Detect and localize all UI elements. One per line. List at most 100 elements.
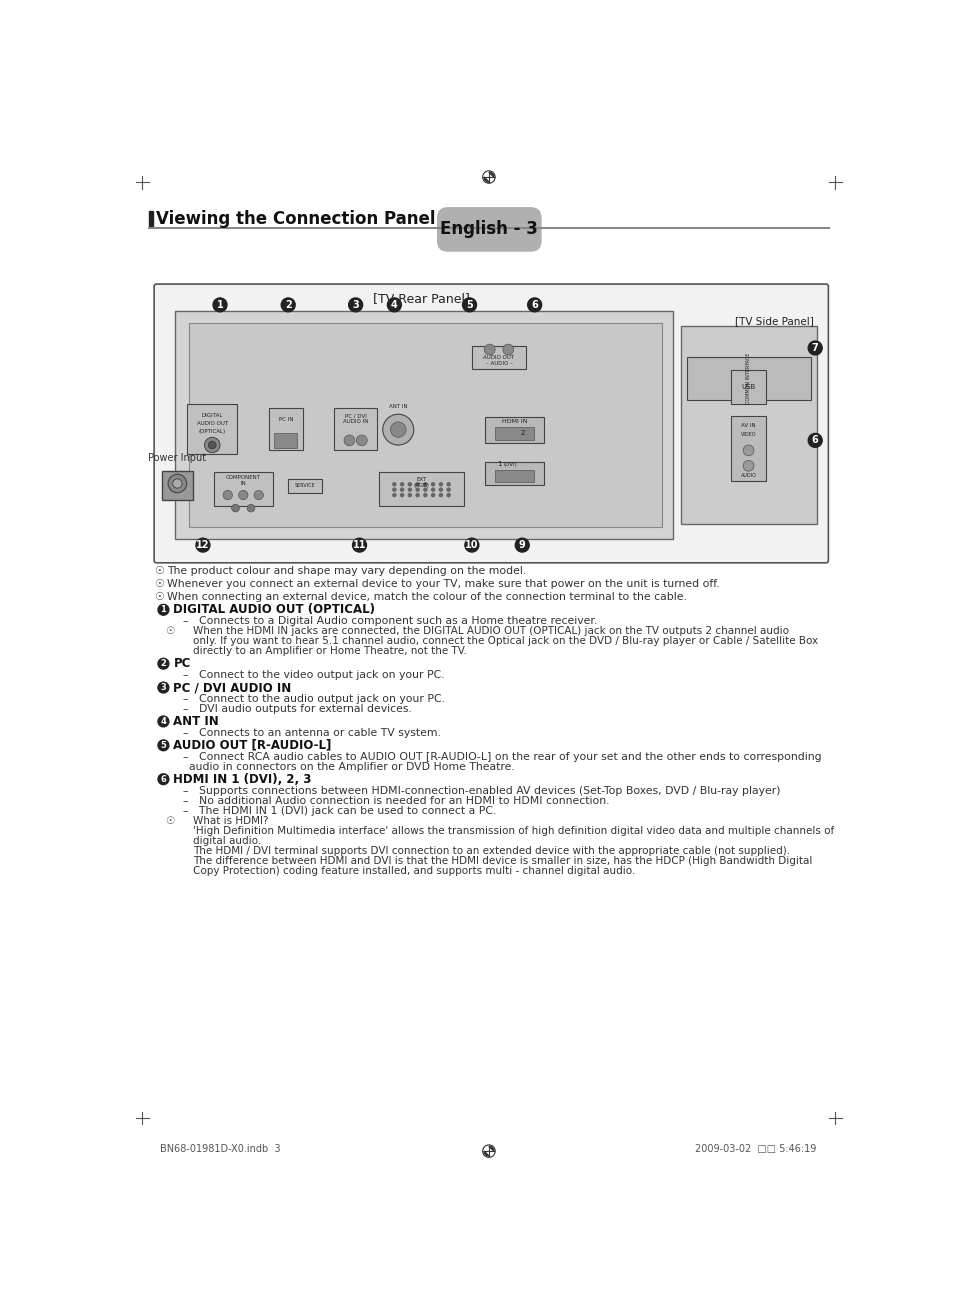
Bar xyxy=(269,408,303,451)
Circle shape xyxy=(416,488,418,492)
Text: directly to an Amplifier or Home Theatre, not the TV.: directly to an Amplifier or Home Theatre… xyxy=(193,647,466,656)
Text: [TV Side Panel]: [TV Side Panel] xyxy=(734,316,813,326)
Circle shape xyxy=(213,299,227,312)
Circle shape xyxy=(742,444,753,456)
FancyBboxPatch shape xyxy=(154,284,827,563)
Text: PC / DVI AUDIO IN: PC / DVI AUDIO IN xyxy=(173,681,292,694)
Bar xyxy=(495,469,534,483)
Circle shape xyxy=(353,538,366,552)
Text: –   Connect RCA audio cables to AUDIO OUT [R-AUDIO-L] on the rear of your set an: – Connect RCA audio cables to AUDIO OUT … xyxy=(183,752,821,761)
Circle shape xyxy=(204,438,220,452)
Circle shape xyxy=(382,414,414,444)
Circle shape xyxy=(439,488,442,492)
Text: –   Supports connections between HDMI-connection-enabled AV devices (Set-Top Box: – Supports connections between HDMI-conn… xyxy=(183,786,780,796)
Bar xyxy=(686,358,810,400)
Circle shape xyxy=(348,299,362,312)
Text: 3: 3 xyxy=(160,682,166,692)
Circle shape xyxy=(158,682,169,693)
Text: ☉: ☉ xyxy=(154,593,164,602)
Circle shape xyxy=(807,434,821,447)
Text: The product colour and shape may vary depending on the model.: The product colour and shape may vary de… xyxy=(167,567,526,576)
Circle shape xyxy=(431,488,435,492)
Text: ☉: ☉ xyxy=(154,580,164,589)
Circle shape xyxy=(247,504,254,512)
Text: digital audio.: digital audio. xyxy=(193,836,261,846)
Text: HDMI IN: HDMI IN xyxy=(501,419,527,425)
Text: The HDMI / DVI terminal supports DVI connection to an extended device with the a: The HDMI / DVI terminal supports DVI con… xyxy=(193,846,789,856)
Circle shape xyxy=(408,493,411,497)
Bar xyxy=(149,210,152,226)
Bar xyxy=(731,370,765,404)
Text: –   Connects to a Digital Audio component such as a Home theatre receiver.: – Connects to a Digital Audio component … xyxy=(183,617,597,626)
Circle shape xyxy=(158,659,169,669)
Text: (OPTICAL): (OPTICAL) xyxy=(198,429,226,434)
Circle shape xyxy=(158,717,169,727)
Text: The difference between HDMI and DVI is that the HDMI device is smaller in size, : The difference between HDMI and DVI is t… xyxy=(193,856,811,865)
Bar xyxy=(189,322,661,527)
Bar xyxy=(174,312,673,539)
Bar xyxy=(680,326,816,523)
Bar xyxy=(213,472,273,506)
Circle shape xyxy=(431,493,435,497)
Text: –   Connects to an antenna or cable TV system.: – Connects to an antenna or cable TV sys… xyxy=(183,729,440,738)
Text: Whenever you connect an external device to your TV, make sure that power on the : Whenever you connect an external device … xyxy=(167,580,720,589)
Text: PC / DVI: PC / DVI xyxy=(344,413,366,418)
FancyBboxPatch shape xyxy=(436,206,541,251)
Text: 11: 11 xyxy=(353,540,366,550)
Circle shape xyxy=(447,483,450,485)
Bar xyxy=(731,416,765,481)
Bar xyxy=(472,346,525,368)
Text: only. If you want to hear 5.1 channel audio, connect the Optical jack on the DVD: only. If you want to hear 5.1 channel au… xyxy=(193,636,817,647)
Circle shape xyxy=(172,479,182,488)
Text: 3: 3 xyxy=(352,300,358,310)
Bar xyxy=(378,472,464,506)
Text: Viewing the Connection Panel: Viewing the Connection Panel xyxy=(156,209,436,227)
Text: 1: 1 xyxy=(497,462,500,467)
Text: English - 3: English - 3 xyxy=(439,221,537,238)
Text: ANT IN: ANT IN xyxy=(389,404,407,409)
Polygon shape xyxy=(483,178,488,181)
Circle shape xyxy=(742,460,753,471)
Circle shape xyxy=(502,345,513,355)
Text: AUDIO OUT [R-AUDIO-L]: AUDIO OUT [R-AUDIO-L] xyxy=(173,739,332,752)
Text: –   DVI audio outputs for external devices.: – DVI audio outputs for external devices… xyxy=(183,704,412,714)
Circle shape xyxy=(464,538,478,552)
Bar xyxy=(288,479,322,493)
Circle shape xyxy=(527,299,541,312)
Text: When the HDMI IN jacks are connected, the DIGITAL AUDIO OUT (OPTICAL) jack on th: When the HDMI IN jacks are connected, th… xyxy=(193,626,788,636)
Text: 'High Definition Multimedia interface' allows the transmission of high definitio: 'High Definition Multimedia interface' a… xyxy=(193,826,833,836)
Text: SERVICE: SERVICE xyxy=(294,483,315,488)
Circle shape xyxy=(423,488,427,492)
Text: 6: 6 xyxy=(811,435,818,446)
Text: HDMI IN 1 (DVI), 2, 3: HDMI IN 1 (DVI), 2, 3 xyxy=(173,773,312,785)
Text: 9: 9 xyxy=(518,540,525,550)
Text: –   No additional Audio connection is needed for an HDMI to HDMI connection.: – No additional Audio connection is need… xyxy=(183,796,609,806)
Text: 6: 6 xyxy=(160,775,166,784)
Text: (RGB): (RGB) xyxy=(414,484,429,488)
Text: COMPONENT: COMPONENT xyxy=(226,475,260,480)
Polygon shape xyxy=(488,1147,494,1151)
Text: AUDIO: AUDIO xyxy=(740,472,756,477)
Circle shape xyxy=(344,435,355,446)
Bar xyxy=(162,471,193,501)
Polygon shape xyxy=(483,1151,488,1156)
Text: Power Input: Power Input xyxy=(148,454,206,463)
Bar xyxy=(484,417,543,443)
Circle shape xyxy=(462,299,476,312)
Bar xyxy=(334,408,377,451)
Text: 2: 2 xyxy=(160,659,166,668)
Text: ☉: ☉ xyxy=(165,626,174,636)
Text: (DVI): (DVI) xyxy=(503,462,517,467)
Text: –   Connect to the video output jack on your PC.: – Connect to the video output jack on yo… xyxy=(183,671,444,680)
Circle shape xyxy=(390,422,406,438)
Text: COMMON INTERFACE: COMMON INTERFACE xyxy=(745,354,750,405)
Circle shape xyxy=(439,483,442,485)
Text: –   Connect to the audio output jack on your PC.: – Connect to the audio output jack on yo… xyxy=(183,694,444,704)
Text: 2009-03-02  □□ 5:46:19: 2009-03-02 □□ 5:46:19 xyxy=(695,1144,816,1153)
Circle shape xyxy=(195,538,210,552)
Text: 6: 6 xyxy=(531,300,537,310)
Text: –   The HDMI IN 1 (DVI) jack can be used to connect a PC.: – The HDMI IN 1 (DVI) jack can be used t… xyxy=(183,806,496,815)
Text: 1: 1 xyxy=(216,300,223,310)
Circle shape xyxy=(387,299,401,312)
Text: [TV Rear Panel]: [TV Rear Panel] xyxy=(373,292,470,305)
